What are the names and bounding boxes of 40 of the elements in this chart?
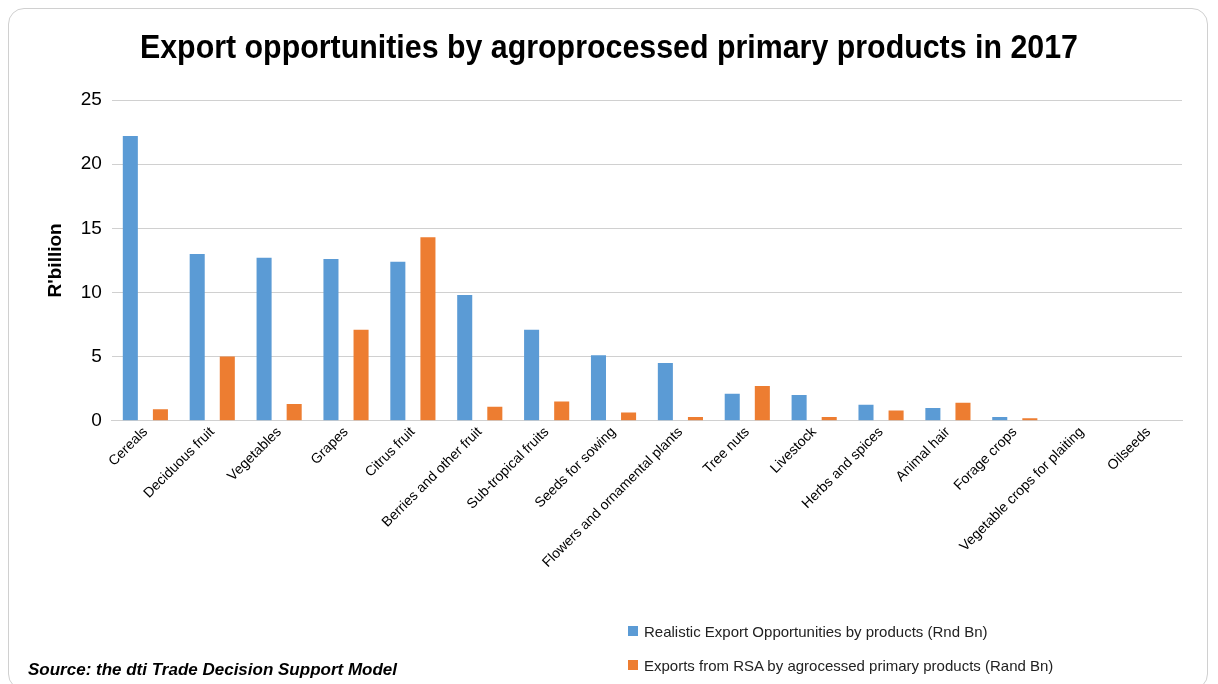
bar [791,395,807,421]
bar [554,401,570,421]
bar [925,407,941,421]
bar [457,295,473,421]
bar [323,259,339,421]
bar [353,329,369,421]
bar [152,409,168,421]
bar [286,404,302,421]
bar [122,135,138,421]
bar [687,416,703,421]
x-tick-label: Tree nuts [699,423,753,476]
bar [219,356,235,421]
bar [487,406,503,421]
y-tick-label: 5 [91,344,102,366]
legend-label: Exports from RSA by agrocessed primary products (Rand Bn) [644,656,1054,674]
y-axis-title: R'billion [43,223,65,298]
bar [524,329,540,421]
bar [590,355,606,421]
bar [256,257,272,421]
bar [955,402,971,421]
y-tick-label: 15 [80,216,102,238]
y-tick-label: 10 [80,280,102,302]
source-note: Source: the dti Trade Decision Support Model [28,660,398,680]
bar [724,393,740,421]
y-tick-label: 20 [80,152,102,174]
bar [1022,418,1038,421]
bar [992,416,1008,421]
legend-label: Realistic Export Opportunities by products (Rnd Bn) [644,622,988,640]
bar [390,261,406,421]
y-tick-label: 25 [80,88,102,110]
bar [189,253,205,421]
bar [754,386,770,421]
chart-title: Export opportunities by agroprocessed primary products in 2017 [139,28,1079,66]
bar [821,416,837,421]
y-tick-label: 0 [91,408,102,430]
bar [621,412,637,421]
bar [657,363,673,421]
bar [888,410,904,421]
bar [858,404,874,421]
bar [420,237,436,421]
